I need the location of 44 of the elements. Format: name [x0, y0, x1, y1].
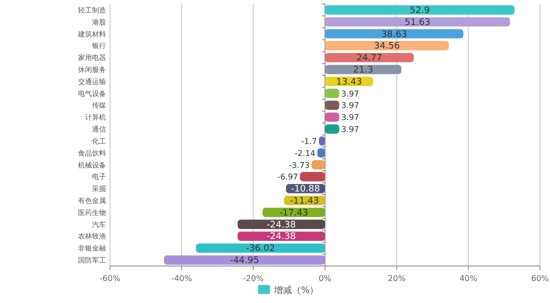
bar	[325, 124, 340, 134]
data-label: -24.38	[266, 232, 296, 242]
data-label: -2.14	[294, 148, 316, 158]
data-label: -3.73	[288, 160, 310, 170]
x-tick-label: 40%	[459, 274, 478, 283]
bar	[325, 29, 464, 38]
data-label: 52.9	[410, 6, 430, 16]
bar	[164, 255, 325, 265]
bar	[325, 88, 340, 98]
data-label: 34.56	[374, 42, 400, 52]
data-label: 51.63	[404, 18, 430, 28]
x-tick-label: -60%	[100, 274, 121, 283]
bar	[300, 172, 325, 182]
data-label: -44.95	[230, 256, 259, 266]
data-label: -24.38	[266, 220, 296, 230]
x-tick-label: 0%	[318, 274, 332, 283]
data-label: -1.7	[301, 136, 317, 146]
bar	[196, 243, 325, 253]
x-tick-label: -20%	[242, 274, 264, 283]
bar	[312, 160, 325, 170]
bar	[325, 100, 340, 110]
data-label: -17.43	[279, 208, 308, 218]
legend-label: 增减（%）	[273, 285, 319, 296]
bar	[325, 17, 510, 27]
data-label: 24.77	[356, 54, 382, 64]
bar	[325, 112, 340, 122]
bar	[238, 220, 325, 229]
data-label: 13.43	[336, 77, 362, 88]
bar	[325, 5, 515, 15]
bar	[238, 232, 325, 241]
data-label: 38.63	[381, 30, 408, 40]
data-label: -11.43	[290, 196, 320, 206]
x-tick-label: 60%	[531, 274, 550, 283]
x-tick-label: 20%	[388, 274, 406, 283]
data-label: 3.97	[341, 113, 360, 122]
data-label: -36.02	[246, 244, 275, 254]
data-label: 21.3	[353, 66, 374, 76]
data-label: -6.97	[277, 172, 298, 182]
data-label: 3.97	[341, 101, 360, 110]
x-tick-label: -40%	[171, 274, 192, 283]
bar	[325, 41, 449, 50]
data-label: -10.88	[291, 184, 320, 195]
data-label: 3.97	[341, 125, 360, 134]
data-label: 3.97	[341, 89, 360, 98]
